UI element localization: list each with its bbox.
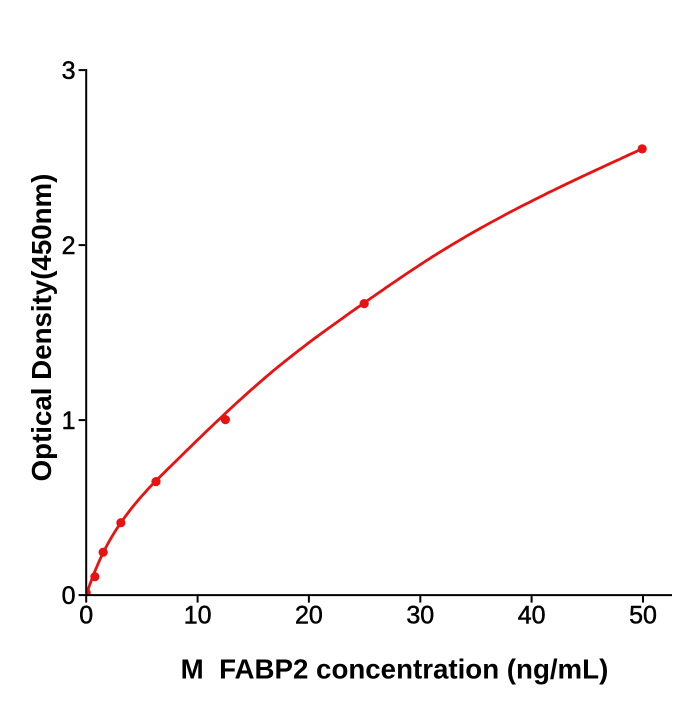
svg-text:M FABP2 concentration (ng/mL): M FABP2 concentration (ng/mL) [181,653,609,684]
svg-text:20: 20 [295,602,323,630]
svg-text:1: 1 [62,407,76,435]
svg-text:2: 2 [62,232,76,260]
svg-text:50: 50 [629,602,657,630]
svg-text:0: 0 [79,602,93,630]
svg-text:0: 0 [62,582,76,610]
svg-text:3: 3 [62,57,76,85]
svg-text:40: 40 [518,602,546,630]
svg-text:Optical Density(450nm): Optical Density(450nm) [26,174,57,482]
svg-text:10: 10 [184,602,212,630]
svg-text:30: 30 [406,602,434,630]
